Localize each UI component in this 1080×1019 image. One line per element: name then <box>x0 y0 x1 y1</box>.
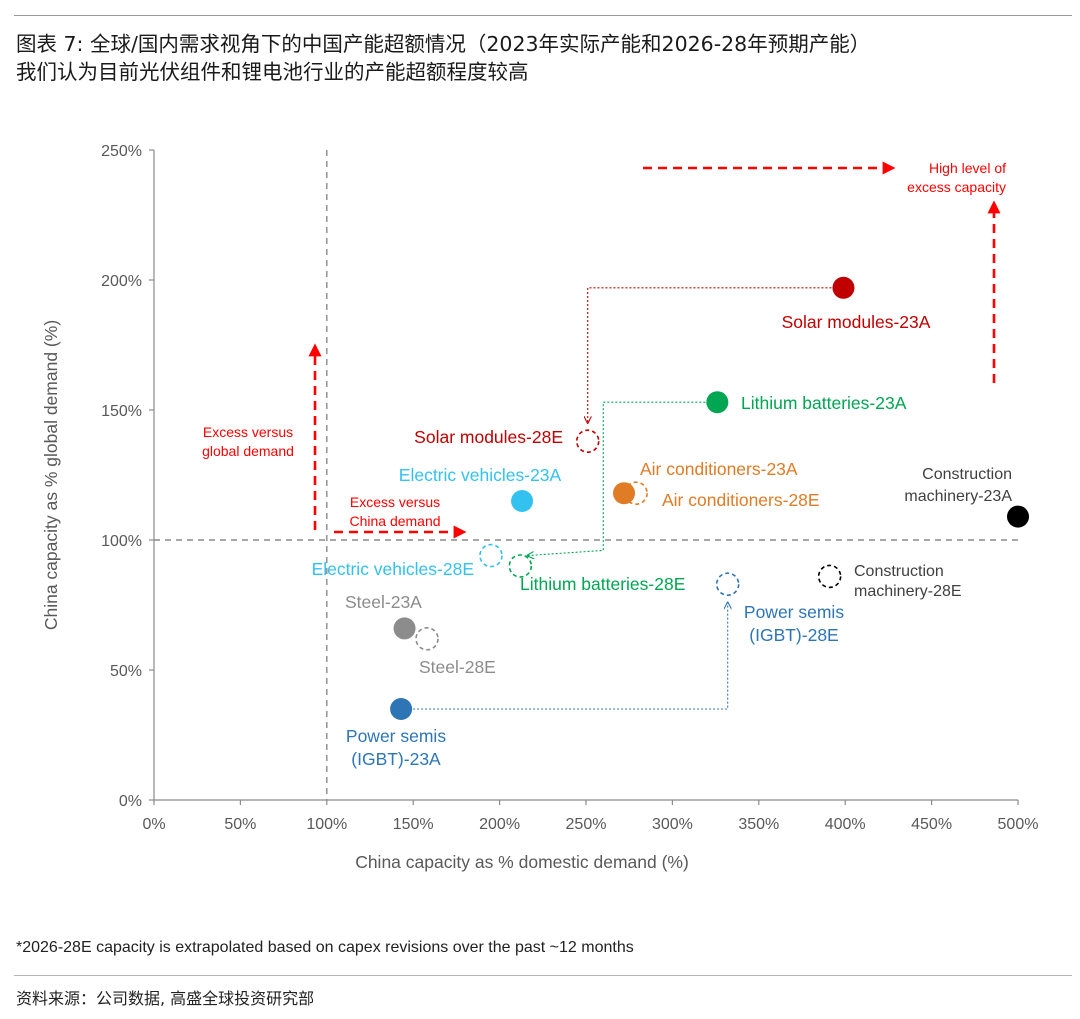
bottom-rule <box>14 975 1072 976</box>
label-line: Electric vehicles-23A <box>399 465 562 485</box>
x-tick-label: 450% <box>911 816 952 833</box>
label-steel-23a: Steel-23A <box>345 592 422 612</box>
label-line: Steel-28E <box>419 657 496 677</box>
annotation-line: excess capacity <box>907 179 1006 195</box>
x-tick-label: 400% <box>825 816 866 833</box>
label-line: machinery-28E <box>854 583 962 600</box>
label-solar-modules-23a: Solar modules-23A <box>782 312 931 332</box>
point-lithium-batteries-23a <box>706 391 729 414</box>
y-axis-title: China capacity as % global demand (%) <box>41 320 61 630</box>
point-labels: Solar modules-23A Solar modules-28E Lithiu… <box>312 312 1013 769</box>
label-line: Construction <box>854 563 944 580</box>
point-air-conditioners-23a <box>613 482 636 505</box>
annotation-high-excess: High level of excess capacity <box>907 160 1006 195</box>
footnote: *2026-28E capacity is extrapolated based… <box>16 939 634 956</box>
label-lithium-batteries-23a: Lithium batteries-23A <box>741 393 907 413</box>
annotation-line: Excess versus <box>350 494 440 510</box>
reference-lines <box>154 150 1018 800</box>
axes: 0% 50% 100% 150% 200% 250% 0% 50% 100% 150% 200% 25… <box>41 143 1038 872</box>
label-line: Power semis <box>346 726 446 746</box>
label-electric-vehicles-28e: Electric vehicles-28E <box>312 559 474 579</box>
label-line: (IGBT)-28E <box>749 625 838 645</box>
x-tick-label: 50% <box>224 816 256 833</box>
scatter-chart: 0% 50% 100% 150% 200% 250% 0% 50% 100% 150% 200% 25… <box>41 143 1038 872</box>
label-line: Air conditioners-28E <box>662 490 820 510</box>
x-tick-label: 300% <box>652 816 693 833</box>
x-axis-title: China capacity as % domestic demand (%) <box>355 852 689 872</box>
label-line: machinery-23A <box>904 488 1012 505</box>
label-construction-machinery-28e: Construction machinery-28E <box>854 563 962 600</box>
label-power-semis-igbt-23a: Power semis (IGBT)-23A <box>346 726 446 769</box>
label-lithium-batteries-28e: Lithium batteries-28E <box>520 574 685 594</box>
annotation-line: Excess versus <box>203 424 293 440</box>
source-note: 资料来源：公司数据, 高盛全球投资研究部 <box>16 989 315 1008</box>
point-steel-23a <box>393 617 416 640</box>
x-tick-label: 350% <box>738 816 779 833</box>
y-tick-label: 250% <box>101 143 142 160</box>
y-tick-label: 150% <box>101 403 142 420</box>
x-tick-label: 0% <box>142 816 165 833</box>
point-power-semis-igbt-28e <box>715 572 740 597</box>
top-rule <box>14 15 1072 16</box>
label-line: Electric vehicles-28E <box>312 559 474 579</box>
label-steel-28e: Steel-28E <box>419 657 496 677</box>
point-construction-machinery-23a <box>1007 505 1029 528</box>
label-line: Lithium batteries-28E <box>520 574 685 594</box>
figure-subtitle: 我们认为目前光伏组件和锂电池行业的产能超额程度较高 <box>16 60 529 84</box>
point-steel-28e <box>415 626 439 651</box>
label-line: Solar modules-28E <box>414 427 563 447</box>
label-power-semis-igbt-28e: Power semis (IGBT)-28E <box>744 602 844 645</box>
label-electric-vehicles-23a: Electric vehicles-23A <box>399 465 562 485</box>
x-tick-label: 100% <box>306 816 347 833</box>
point-solar-modules-28e <box>575 429 600 454</box>
point-lithium-batteries-28e <box>508 554 533 578</box>
point-air-conditioners-28e <box>624 481 648 506</box>
annotation-excess-china: Excess versus China demand <box>349 494 440 529</box>
label-line: Air conditioners-23A <box>640 459 798 479</box>
label-line: Solar modules-23A <box>782 312 931 332</box>
annotation-line: High level of <box>929 160 1006 176</box>
label-air-conditioners-23a: Air conditioners-23A <box>640 459 798 479</box>
point-electric-vehicles-23a <box>511 490 534 512</box>
annotation-line: global demand <box>202 443 294 459</box>
label-line: (IGBT)-23A <box>351 749 441 769</box>
label-line: Steel-23A <box>345 592 422 612</box>
annotations: Excess versus global demand Excess versus C… <box>202 160 1006 539</box>
data-points <box>390 276 1029 720</box>
point-solar-modules-23a <box>832 276 855 299</box>
x-tick-label: 150% <box>393 816 434 833</box>
label-air-conditioners-28e: Air conditioners-28E <box>662 490 820 510</box>
x-tick-label: 200% <box>479 816 520 833</box>
label-line: Power semis <box>744 602 844 622</box>
label-construction-machinery-23a: Construction machinery-23A <box>904 466 1012 505</box>
point-construction-machinery-28e <box>817 564 842 589</box>
y-tick-label: 100% <box>101 533 142 550</box>
connector-power-semis-igbt-23a <box>401 602 728 710</box>
connector-lithium-batteries-23a <box>527 401 718 555</box>
x-tick-label: 250% <box>566 816 607 833</box>
label-line: Construction <box>922 466 1012 483</box>
y-tick-label: 200% <box>101 273 142 290</box>
connector-solar-modules-23a <box>588 287 844 423</box>
y-tick-label: 0% <box>119 793 142 810</box>
point-electric-vehicles-28e <box>479 543 503 568</box>
point-power-semis-igbt-23a <box>390 698 413 720</box>
annotation-excess-global: Excess versus global demand <box>202 424 294 459</box>
x-tick-label: 500% <box>998 816 1039 833</box>
label-solar-modules-28e: Solar modules-28E <box>414 427 563 447</box>
y-tick-label: 50% <box>110 663 142 680</box>
annotation-line: China demand <box>349 513 440 529</box>
label-line: Lithium batteries-23A <box>741 393 907 413</box>
figure-title: 图表 7: 全球/国内需求视角下的中国产能超额情况（2023年实际产能和2026… <box>16 32 871 56</box>
connectors <box>401 287 844 710</box>
